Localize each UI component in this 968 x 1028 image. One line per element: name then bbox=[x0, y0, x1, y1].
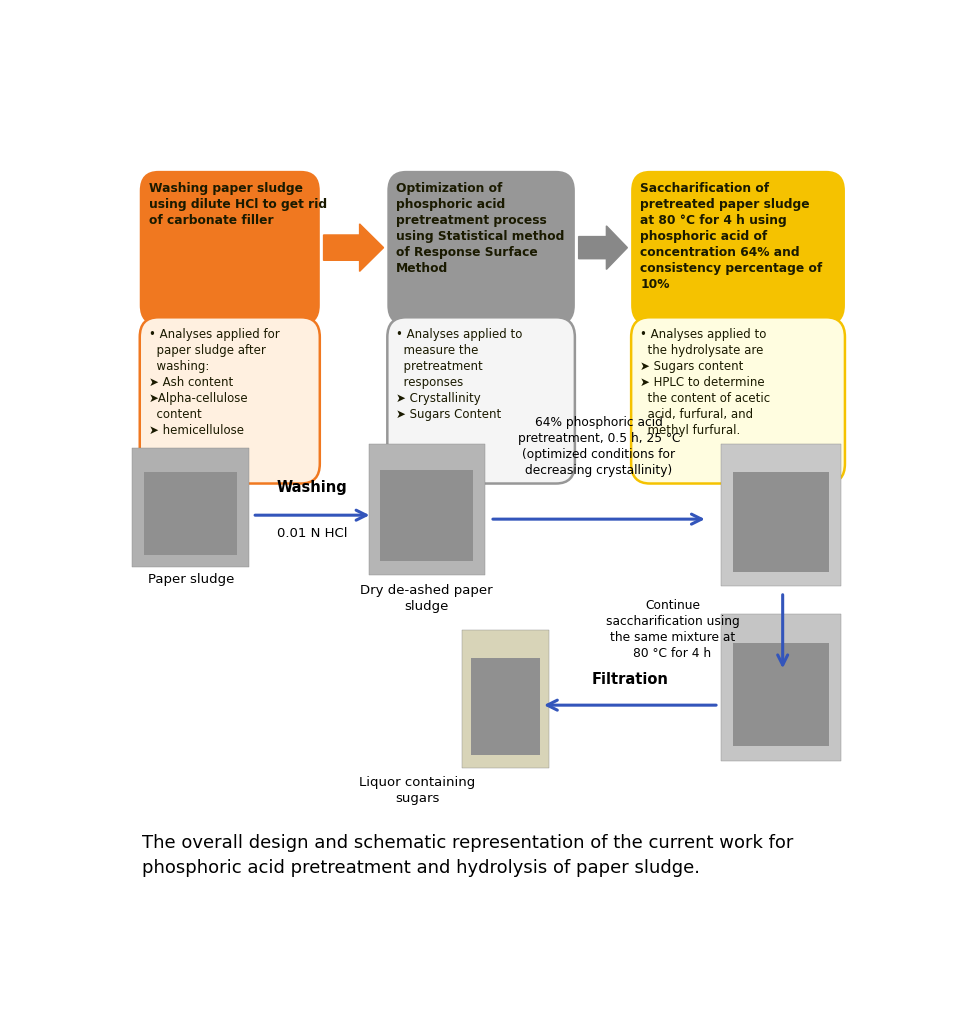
FancyArrow shape bbox=[323, 224, 383, 271]
Text: Continue
saccharification using
the same mixture at
80 °C for 4 h: Continue saccharification using the same… bbox=[606, 599, 740, 660]
Text: 64% phosphoric acid
pretreatment, 0.5 h, 25 °C
(optimized conditions for
decreas: 64% phosphoric acid pretreatment, 0.5 h,… bbox=[518, 416, 681, 477]
Bar bbox=[463, 630, 549, 769]
FancyBboxPatch shape bbox=[387, 171, 575, 325]
Bar bbox=[733, 644, 830, 746]
Bar bbox=[471, 658, 540, 755]
FancyBboxPatch shape bbox=[631, 171, 845, 325]
Text: Paper sludge: Paper sludge bbox=[147, 573, 234, 586]
Text: Washing: Washing bbox=[277, 480, 348, 495]
Text: Washing paper sludge
using dilute HCl to get rid
of carbonate filler: Washing paper sludge using dilute HCl to… bbox=[149, 182, 327, 227]
Text: The overall design and schematic representation of the current work for
phosphor: The overall design and schematic represe… bbox=[142, 834, 794, 877]
Text: • Analyses applied to
  measure the
  pretreatment
  responses
➤ Crystallinity
➤: • Analyses applied to measure the pretre… bbox=[396, 328, 523, 421]
Text: 0.01 N HCl: 0.01 N HCl bbox=[277, 527, 348, 540]
Bar bbox=[721, 614, 841, 761]
Text: Filtration: Filtration bbox=[591, 672, 668, 687]
FancyBboxPatch shape bbox=[631, 318, 845, 483]
FancyBboxPatch shape bbox=[139, 318, 319, 483]
Text: • Analyses applied to
  the hydrolysate are
➤ Sugars content
➤ HPLC to determine: • Analyses applied to the hydrolysate ar… bbox=[640, 328, 771, 437]
FancyArrow shape bbox=[579, 226, 627, 269]
Bar bbox=[369, 444, 485, 575]
Text: Dry de-ashed paper
sludge: Dry de-ashed paper sludge bbox=[360, 584, 493, 613]
Bar bbox=[733, 473, 830, 573]
Bar bbox=[133, 448, 249, 566]
Text: Saccharification of
pretreated paper sludge
at 80 °C for 4 h using
phosphoric ac: Saccharification of pretreated paper slu… bbox=[640, 182, 823, 291]
FancyBboxPatch shape bbox=[139, 171, 319, 325]
Text: Optimization of
phosphoric acid
pretreatment process
using Statistical method
of: Optimization of phosphoric acid pretreat… bbox=[396, 182, 564, 274]
Bar bbox=[380, 470, 473, 561]
Bar bbox=[721, 444, 841, 586]
Bar bbox=[144, 472, 237, 555]
Text: Liquor containing
sugars: Liquor containing sugars bbox=[359, 776, 475, 805]
FancyBboxPatch shape bbox=[387, 318, 575, 483]
Text: • Analyses applied for
  paper sludge after
  washing:
➤ Ash content
➤Alpha-cell: • Analyses applied for paper sludge afte… bbox=[149, 328, 280, 437]
